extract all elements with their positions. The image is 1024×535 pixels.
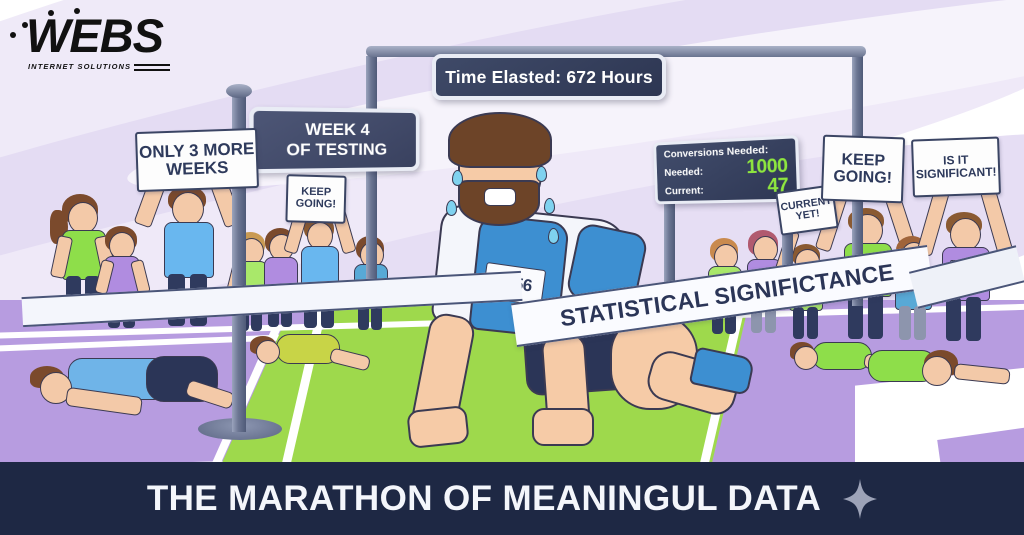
scoreboard-post-right <box>782 190 793 300</box>
leg <box>793 307 804 339</box>
logo-node-dot <box>74 8 80 14</box>
signpost-cap <box>226 84 252 98</box>
runner-mouth <box>484 188 516 206</box>
logo-node-dot <box>10 32 16 38</box>
week-of-testing-sign: WEEK 4 OF TESTING <box>249 106 420 174</box>
leg <box>966 297 981 341</box>
sweat-drop <box>544 198 555 214</box>
head <box>172 192 204 226</box>
placard-text: ONLY 3 MORE WEEKS <box>138 138 255 180</box>
collapsed-runner <box>246 330 372 378</box>
leg <box>914 306 926 340</box>
logo-node-dot <box>22 22 28 28</box>
logo-rule <box>134 64 170 66</box>
scoreboard-needed-value: 1000 <box>746 154 788 178</box>
placard-text: IS IT SIGNIFICANT! <box>915 152 997 182</box>
finish-line-banner: STATISTICAL SIGNIFICTANCE <box>21 244 1024 348</box>
leg <box>328 347 372 372</box>
placard-is-it-significant: IS IT SIGNIFICANT! <box>911 136 1001 198</box>
logo-tagline: INTERNET SOLUTIONS <box>28 62 132 71</box>
bottom-title-bar: THE MARATHON OF MEANINGUL DATA <box>0 462 1024 535</box>
leg <box>899 306 911 340</box>
leg <box>725 302 736 334</box>
leg <box>358 300 369 330</box>
runner-hand <box>406 404 470 450</box>
week-line-1: WEEK 4 <box>305 119 370 139</box>
placard-only-three-more-weeks: ONLY 3 MORE WEEKS <box>134 127 260 193</box>
placard-text: KEEP GOING! <box>295 185 337 211</box>
head <box>109 232 135 260</box>
torso <box>812 342 872 370</box>
logo-wordmark: WEBS <box>26 9 164 62</box>
leg <box>371 300 382 330</box>
placard-keep-going-right: KEEP GOING! <box>820 134 906 204</box>
leg <box>765 297 776 333</box>
torso <box>164 222 214 278</box>
runner-hair <box>448 112 552 168</box>
webs-logo: WEBS INTERNET SOLUTIONS <box>8 6 170 76</box>
sweat-drop <box>548 228 559 244</box>
sweat-drop <box>446 200 457 216</box>
leg <box>946 297 961 341</box>
sweat-drop <box>452 170 463 186</box>
gantry-post-left <box>366 56 377 304</box>
logo-node-dot <box>48 10 54 16</box>
head <box>922 356 952 386</box>
leg <box>751 297 762 333</box>
four-point-star-icon <box>843 478 878 519</box>
placard-text: KEEP GOING! <box>833 150 893 188</box>
exhausted-runner: 1056 <box>396 108 756 450</box>
page-title: THE MARATHON OF MEANINGUL DATA <box>146 478 822 518</box>
gantry-crossbar <box>366 46 866 57</box>
leg <box>807 307 818 339</box>
week-line-2: OF TESTING <box>286 140 388 160</box>
runner-hand <box>532 408 594 446</box>
head <box>794 346 818 370</box>
arm <box>953 363 1011 385</box>
placard-keep-going-left: KEEP GOING! <box>285 174 347 224</box>
collapsed-runner <box>868 344 1018 400</box>
logo-rule <box>134 69 170 71</box>
collapsed-runner <box>6 352 236 422</box>
scoreboard-post-left <box>664 190 675 310</box>
head <box>256 340 280 364</box>
time-elapsed-sign: Time Elasted: 672 Hours <box>432 54 666 100</box>
leg <box>251 299 262 331</box>
sweat-drop <box>536 166 547 182</box>
time-elapsed-text: Time Elasted: 672 Hours <box>445 66 653 87</box>
leg <box>868 293 883 339</box>
collapsed-runner <box>790 338 902 382</box>
head <box>714 244 738 270</box>
